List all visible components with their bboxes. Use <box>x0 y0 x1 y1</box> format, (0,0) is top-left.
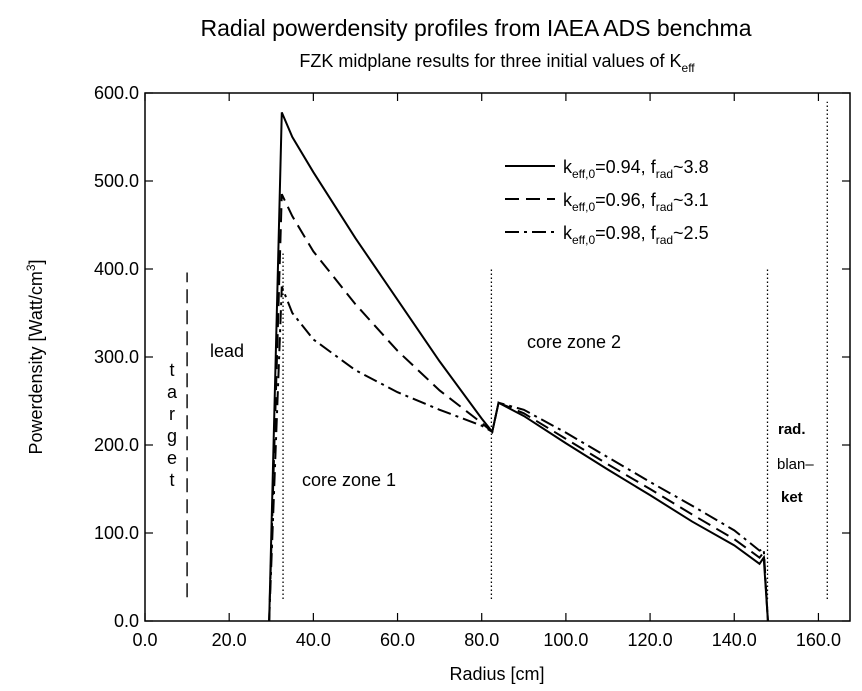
legend-label: keff,0=0.98, frad~2.5 <box>563 223 709 247</box>
x-tick-label: 20.0 <box>212 630 247 650</box>
x-tick-label: 140.0 <box>712 630 757 650</box>
x-tick-label: 80.0 <box>464 630 499 650</box>
legend-text: ~3.8 <box>673 157 709 177</box>
annotation: lead <box>210 341 244 361</box>
annotation: core zone 2 <box>527 332 621 352</box>
annotation: ket <box>781 489 803 506</box>
y-axis-label: Powerdensity [Watt/cm3] <box>24 259 46 454</box>
y-tick-label: 100.0 <box>94 523 139 543</box>
legend-text: k <box>563 157 573 177</box>
legend-text: =0.98, f <box>595 223 657 243</box>
y-label-sup: 3 <box>24 264 38 271</box>
legend-text: k <box>563 190 573 210</box>
subtitle-sub: eff <box>682 61 696 75</box>
x-tick-label: 60.0 <box>380 630 415 650</box>
y-label-text: ] <box>26 259 46 264</box>
legend-text: =0.94, f <box>595 157 657 177</box>
y-tick-label: 500.0 <box>94 171 139 191</box>
legend-text: k <box>563 223 573 243</box>
series-line <box>268 286 769 622</box>
x-tick-label: 100.0 <box>543 630 588 650</box>
chart-title: Radial powerdensity profiles from IAEA A… <box>201 15 752 41</box>
y-label-text: Powerdensity [Watt/cm <box>26 271 46 454</box>
legend-label: keff,0=0.96, frad~3.1 <box>563 190 709 214</box>
chart-subtitle: FZK midplane results for three initial v… <box>299 51 695 75</box>
x-tick-label: 40.0 <box>296 630 331 650</box>
legend-sub: eff,0 <box>572 200 595 214</box>
annotation: target <box>162 360 182 492</box>
y-tick-label: 400.0 <box>94 259 139 279</box>
legend-sub: rad <box>656 167 673 181</box>
series-line <box>268 111 769 622</box>
legend-text: ~3.1 <box>673 190 709 210</box>
y-tick-label: 300.0 <box>94 347 139 367</box>
plot-frame <box>144 92 851 622</box>
annotation: blan– <box>777 456 814 473</box>
legend-sub: eff,0 <box>572 167 595 181</box>
x-axis-label: Radius [cm] <box>449 664 544 684</box>
x-tick-label: 160.0 <box>796 630 841 650</box>
legend-sub: eff,0 <box>572 233 595 247</box>
y-tick-label: 0.0 <box>114 611 139 631</box>
x-tick-label: 0.0 <box>132 630 157 650</box>
legend-sub: rad <box>656 233 673 247</box>
subtitle-text: FZK midplane results for three initial v… <box>299 51 681 71</box>
x-tick-label: 120.0 <box>628 630 673 650</box>
legend-text: ~2.5 <box>673 223 709 243</box>
annotation: core zone 1 <box>302 470 396 490</box>
y-tick-label: 600.0 <box>94 83 139 103</box>
legend-label: keff,0=0.94, frad~3.8 <box>563 157 709 181</box>
annotation: rad. <box>778 421 806 438</box>
y-tick-label: 200.0 <box>94 435 139 455</box>
legend-text: =0.96, f <box>595 190 657 210</box>
legend-sub: rad <box>656 200 673 214</box>
